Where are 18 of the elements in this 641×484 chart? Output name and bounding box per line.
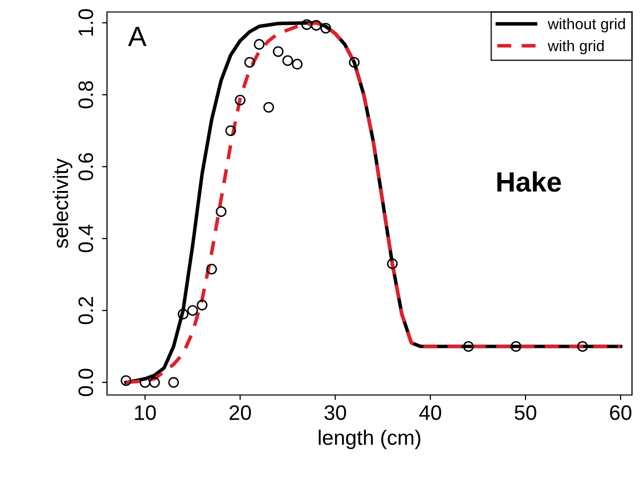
annotation: A [128, 26, 146, 46]
legend-label: with grid [548, 40, 604, 54]
y-tick-label: 0.0 [78, 368, 94, 396]
x-tick-label: 30 [324, 405, 346, 420]
y-tick-label: 0.8 [78, 81, 94, 108]
y-tick-label: 0.6 [78, 153, 94, 180]
legend-label: without grid [548, 18, 625, 32]
y-tick-label: 1.0 [78, 9, 94, 36]
y-tick-label: 0.2 [78, 297, 94, 324]
y-tick-label: 0.4 [78, 224, 94, 252]
x-tick-label: 40 [419, 405, 442, 420]
x-tick-label: 20 [230, 405, 251, 420]
x-tick-label: 60 [610, 405, 632, 420]
x-axis-title: length (cm) [318, 430, 420, 450]
y-axis-title: selectivity [52, 158, 72, 248]
x-tick-label: 10 [135, 405, 156, 420]
x-tick-label: 50 [514, 405, 536, 420]
annotation: Hake [497, 171, 561, 192]
